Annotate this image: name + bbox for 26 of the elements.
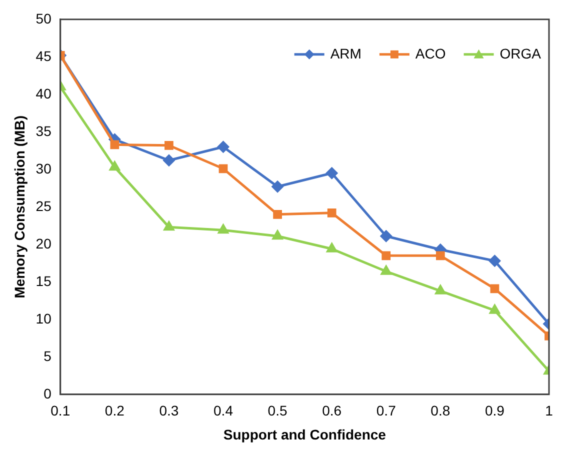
legend-label: ORGA — [500, 45, 542, 62]
x-tick-label: 0.4 — [214, 402, 234, 419]
y-tick-label: 20 — [36, 235, 52, 252]
y-tick-label: 25 — [36, 198, 52, 214]
y-tick-label: 40 — [36, 85, 52, 102]
x-tick-label: 0.2 — [104, 402, 125, 419]
y-tick-label: 0 — [44, 385, 52, 402]
x-tick-label: 0.6 — [322, 402, 342, 419]
x-tick-label: 0.3 — [159, 402, 179, 419]
y-tick-label: 5 — [44, 348, 52, 364]
y-tick-label: 45 — [36, 48, 52, 64]
x-tick-label: 0.5 — [268, 402, 288, 419]
x-tick-label: 0.9 — [484, 402, 505, 419]
x-tick-label: 0.8 — [430, 402, 450, 419]
x-axis-title: Support and Confidence — [223, 426, 386, 442]
y-tick-label: 35 — [36, 122, 52, 139]
y-axis-title: Memory Consumption (MB) — [11, 116, 28, 298]
x-tick-label: 0.1 — [50, 402, 70, 419]
y-tick-label: 30 — [36, 160, 52, 176]
y-tick-label: 50 — [36, 10, 52, 26]
x-tick-label: 1 — [545, 402, 554, 419]
y-tick-label: 10 — [36, 310, 52, 326]
y-tick-label: 15 — [36, 272, 52, 289]
x-tick-label: 0.7 — [376, 402, 396, 419]
legend-label: ARM — [330, 45, 362, 62]
legend-label: ACO — [415, 45, 446, 62]
